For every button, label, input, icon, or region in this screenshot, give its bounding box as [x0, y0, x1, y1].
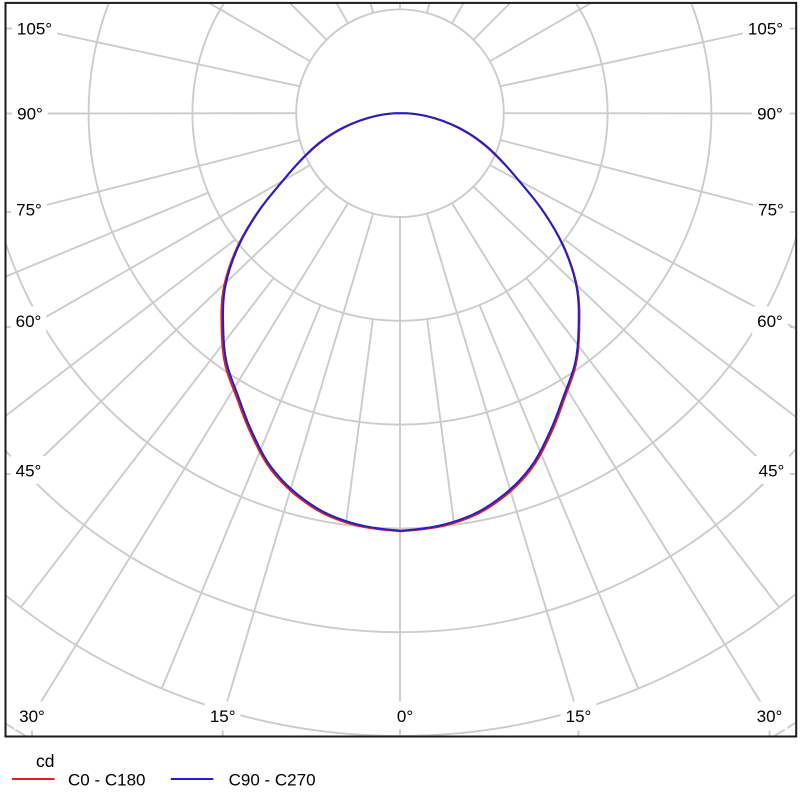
svg-text:45°: 45° [16, 462, 42, 481]
svg-text:60°: 60° [16, 312, 42, 331]
svg-text:105°: 105° [17, 20, 52, 39]
svg-text:15°: 15° [210, 707, 236, 726]
svg-text:30°: 30° [757, 707, 783, 726]
svg-text:15°: 15° [566, 707, 592, 726]
svg-text:60°: 60° [757, 312, 783, 331]
svg-text:cd: cd [36, 751, 54, 771]
svg-text:90°: 90° [17, 105, 43, 124]
svg-text:30°: 30° [19, 707, 45, 726]
svg-text:90°: 90° [757, 105, 783, 124]
svg-text:C90 - C270: C90 - C270 [229, 771, 316, 790]
svg-text:75°: 75° [758, 201, 784, 220]
svg-text:0°: 0° [397, 707, 413, 726]
svg-text:105°: 105° [748, 20, 783, 39]
svg-text:C0 - C180: C0 - C180 [68, 771, 145, 790]
svg-text:45°: 45° [759, 462, 785, 481]
svg-text:75°: 75° [16, 201, 42, 220]
